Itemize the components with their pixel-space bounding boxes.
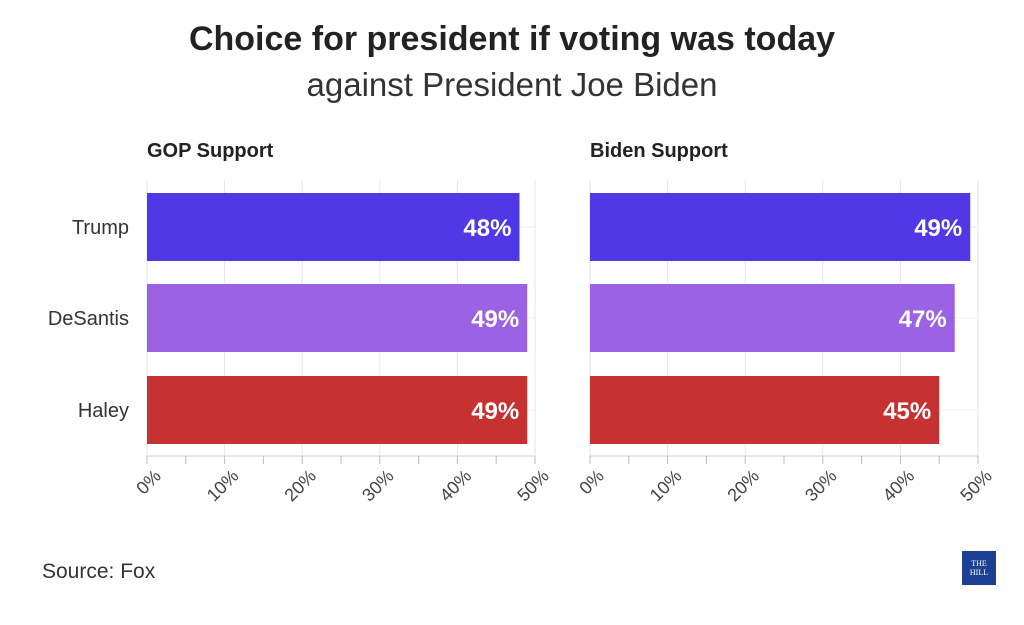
logo-text: THE HILL <box>969 559 989 577</box>
data-label-biden-support-desantis: 47% <box>899 306 947 333</box>
data-label-gop-support-haley: 49% <box>471 398 519 425</box>
tick-label-biden-support: 20% <box>723 466 763 506</box>
tick-label-biden-support: 50% <box>956 466 996 506</box>
panel-title-biden-support: Biden Support <box>590 140 728 162</box>
bar-gop-support-trump <box>147 193 520 261</box>
tick-label-biden-support: 30% <box>801 466 841 506</box>
tick-label-gop-support: 50% <box>513 466 553 506</box>
category-label-haley: Haley <box>78 400 129 422</box>
tick-label-gop-support: 30% <box>358 466 398 506</box>
tick-label-biden-support: 40% <box>879 466 919 506</box>
panel-title-gop-support: GOP Support <box>147 140 274 162</box>
chart-subtitle: against President Joe Biden <box>306 66 718 103</box>
data-label-biden-support-haley: 45% <box>883 398 931 425</box>
source-note: Source: Fox <box>42 560 156 583</box>
bar-biden-support-trump <box>590 193 971 261</box>
data-label-gop-support-desantis: 49% <box>471 306 519 333</box>
the-hill-logo: THE HILL <box>962 551 996 585</box>
data-label-biden-support-trump: 49% <box>914 215 962 242</box>
tick-label-biden-support: 10% <box>646 466 686 506</box>
bar-biden-support-desantis <box>590 284 955 352</box>
tick-label-gop-support: 0% <box>132 466 165 499</box>
tick-label-gop-support: 40% <box>436 466 476 506</box>
bar-gop-support-haley <box>147 376 528 444</box>
tick-label-gop-support: 20% <box>280 466 320 506</box>
tick-label-biden-support: 0% <box>575 466 608 499</box>
tick-label-gop-support: 10% <box>203 466 243 506</box>
chart-title: Choice for president if voting was today <box>188 20 836 58</box>
bar-gop-support-desantis <box>147 284 528 352</box>
data-label-gop-support-trump: 48% <box>463 215 511 242</box>
category-label-desantis: DeSantis <box>48 308 129 330</box>
category-label-trump: Trump <box>72 217 129 239</box>
bar-biden-support-haley <box>590 376 940 444</box>
